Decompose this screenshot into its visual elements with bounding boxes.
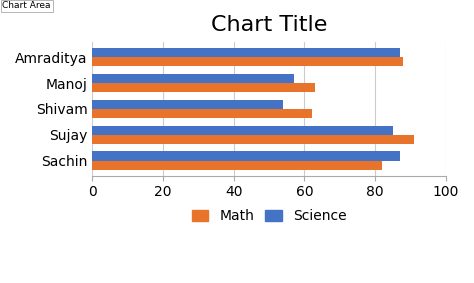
Bar <box>92 160 382 170</box>
Bar <box>92 83 315 92</box>
Legend: Math, Science: Math, Science <box>186 204 352 229</box>
Bar <box>92 48 400 57</box>
Text: Chart Area: Chart Area <box>2 1 51 10</box>
Bar <box>92 151 400 160</box>
Bar <box>92 57 403 66</box>
Bar <box>92 74 294 83</box>
Bar <box>92 100 283 109</box>
Bar <box>92 135 414 144</box>
Title: Chart Title: Chart Title <box>211 15 327 35</box>
Bar <box>92 109 311 118</box>
Bar <box>92 126 393 135</box>
